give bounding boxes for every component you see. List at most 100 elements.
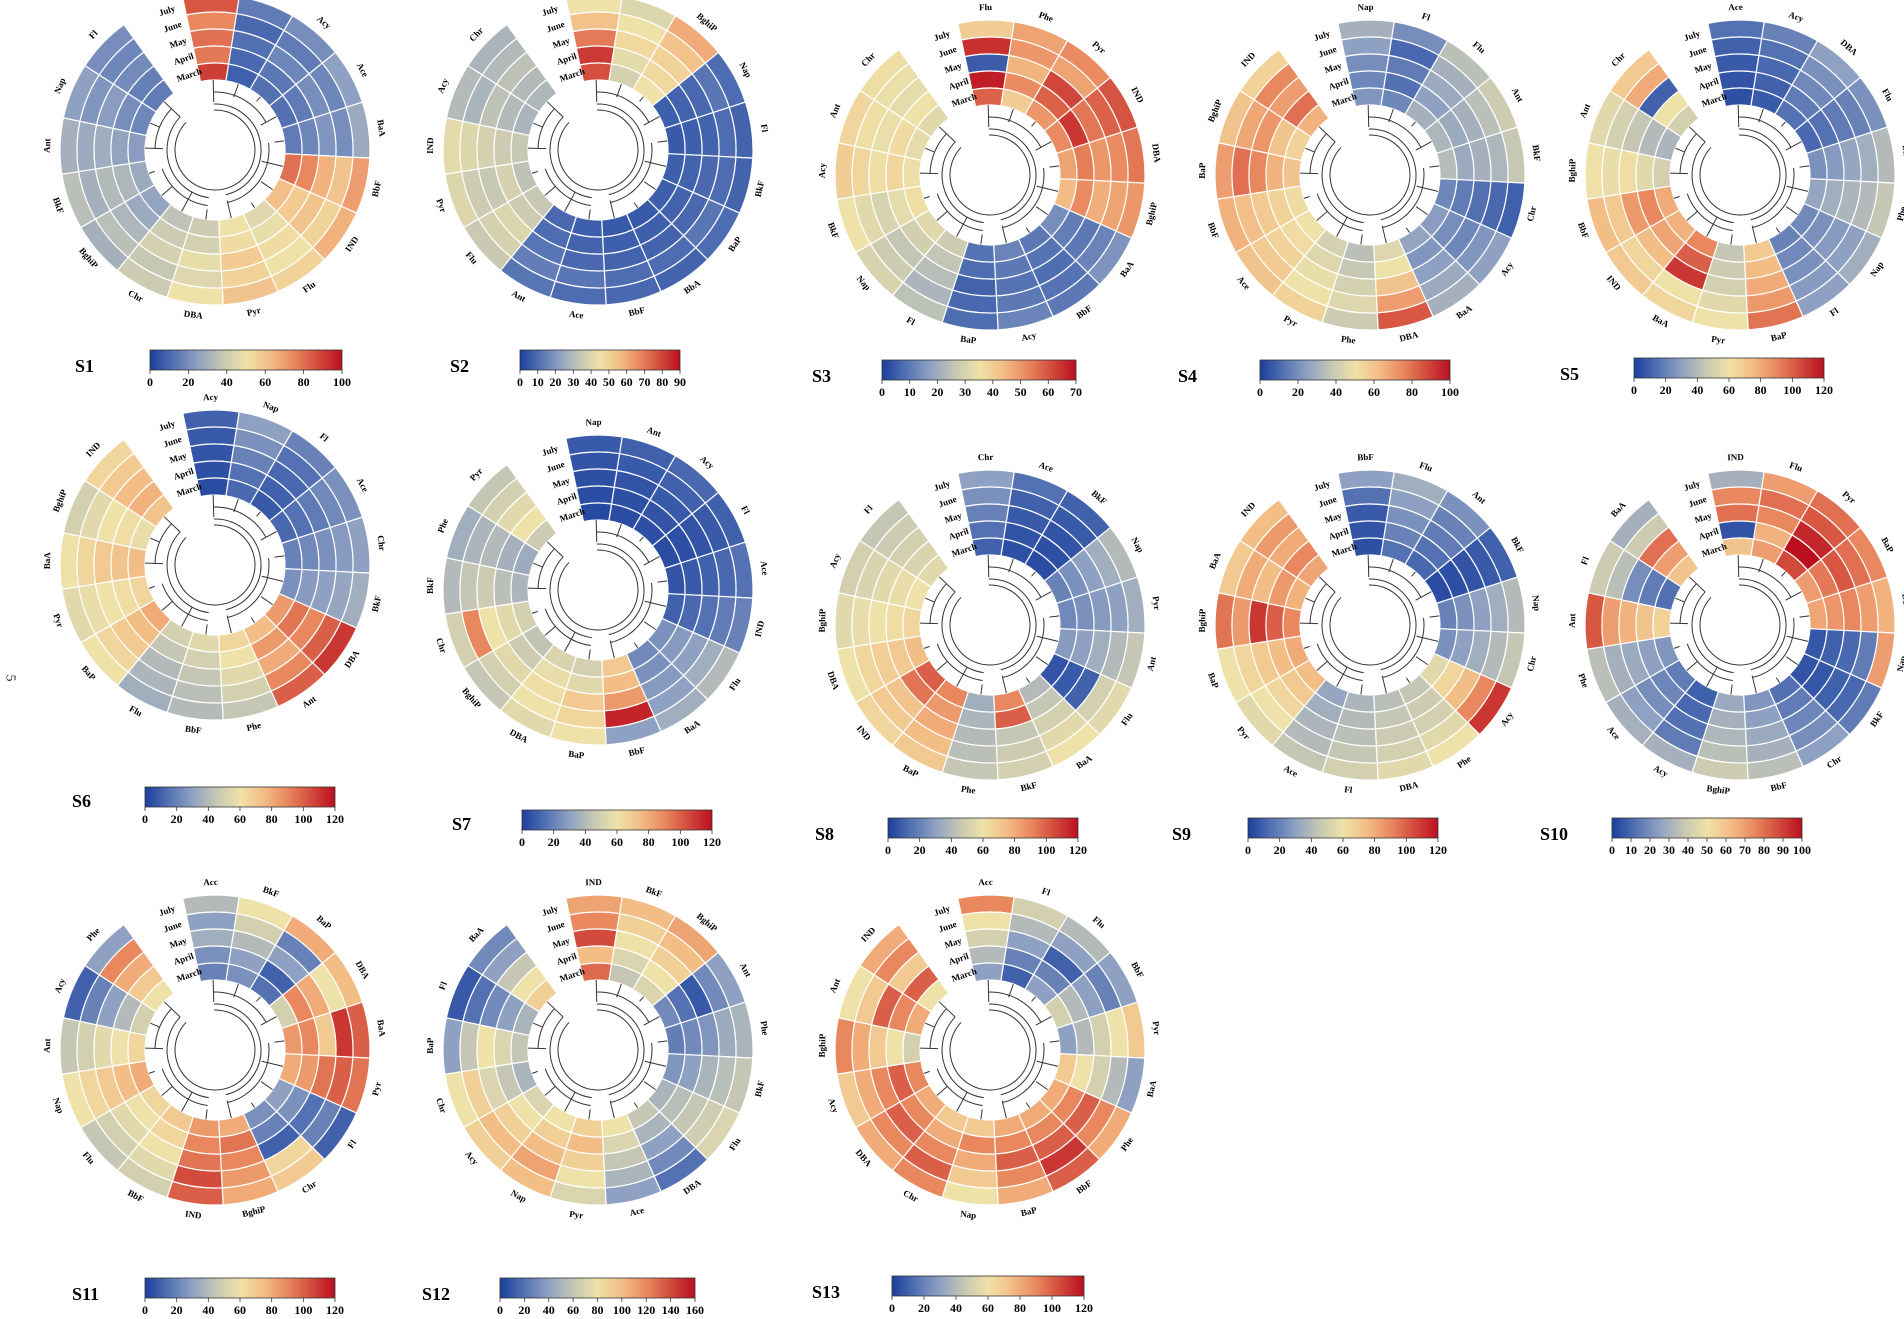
panel-s9: BbF Flu Ant BkF Nap Chr Acy Phe DBA Fl Ace Pyr BaP Bg… (1172, 452, 1543, 857)
compound-label: BaA (1118, 259, 1136, 279)
month-label: July (1683, 28, 1702, 43)
dendrogram-arc (537, 108, 555, 149)
dendrogram-arc (549, 116, 592, 199)
dendrogram-branch (1785, 206, 1798, 216)
heatmap-cell (510, 571, 531, 605)
dendrogram-branch (161, 185, 173, 196)
panel-s13: Acc Fl Flu BbF Pyr BaA Phe BbF BaP Nap Chr DBA Acy Bg… (812, 877, 1162, 1315)
heatmap-cell (916, 553, 950, 588)
compound-label: Ant (42, 1038, 52, 1053)
colorbar-tick-label: 20 (518, 1303, 530, 1317)
dendrogram (1300, 555, 1440, 695)
dendrogram-arc (949, 584, 1031, 666)
dendrogram-branch (1049, 165, 1060, 168)
heatmap-cell (192, 945, 232, 966)
dendrogram-branch (260, 1081, 273, 1091)
colorbar-tick-label: 40 (202, 812, 214, 826)
month-label: March (558, 66, 586, 84)
compound-label: Chr (1609, 50, 1627, 68)
dendrogram-arc (1686, 643, 1733, 682)
colorbar-tick-label: 20 (171, 812, 183, 826)
compound-label: DBA (508, 727, 530, 745)
colorbar-tick-label: 20 (548, 835, 560, 849)
colorbar (519, 349, 681, 371)
dendrogram-branch (923, 1070, 930, 1074)
dendrogram-branch (936, 210, 948, 221)
month-label: July (541, 3, 560, 18)
dendrogram-arc (1309, 133, 1327, 174)
dendrogram-branch (595, 80, 598, 103)
dendrogram-branch (1411, 121, 1416, 127)
compound-label: BbA (682, 277, 703, 295)
compound-label: Fl (1579, 555, 1591, 567)
colorbar-tick-label: 80 (1014, 1301, 1026, 1315)
compound-label: Acy (817, 162, 827, 178)
dendrogram (528, 80, 668, 220)
dendrogram-arc (949, 1009, 1031, 1091)
site-label: S9 (1172, 824, 1191, 844)
compound-label: Ant (1510, 86, 1526, 104)
month-label: June (1687, 44, 1708, 59)
colorbar-tick-label: 160 (686, 1303, 704, 1317)
colorbar-tick-label: 40 (202, 1303, 214, 1317)
colorbar-tick-label: 100 (1037, 843, 1055, 857)
dendrogram-arc (1679, 133, 1697, 174)
dendrogram-branch (150, 122, 160, 128)
dendrogram-branch (657, 1040, 668, 1043)
dendrogram-branch (531, 170, 538, 174)
dendrogram-branch (1360, 234, 1363, 245)
dendrogram (145, 495, 285, 635)
dendrogram-branch (1730, 684, 1733, 695)
colorbar-tick-label: 20 (1292, 385, 1304, 399)
heatmap-cell (476, 1024, 497, 1070)
dendrogram-branch (588, 649, 591, 660)
heatmap-cell (1635, 152, 1656, 192)
compound-label: Flu (128, 703, 144, 718)
compound-label: BaP (960, 334, 978, 346)
dendrogram-arc (610, 142, 653, 203)
compound-label: BkF (262, 884, 281, 899)
compound-label: Nap (52, 76, 67, 95)
dendrogram-branch (956, 1091, 968, 1112)
dendrogram-arc (949, 134, 1031, 216)
compound-label: BbF (1074, 303, 1094, 321)
compound-label: BkF (425, 577, 435, 594)
compound-label: Nap (51, 1096, 66, 1114)
compound-label: BaP (425, 1037, 435, 1054)
compound-label: Nap (1868, 260, 1885, 279)
compound-label: Chr (978, 452, 994, 462)
compound-label: Acc (203, 877, 218, 887)
compound-label: BbF (184, 724, 202, 736)
colorbar-tick-label: 40 (1682, 843, 1694, 857)
month-label: April (172, 466, 195, 482)
heatmap-cell (902, 156, 923, 190)
dendrogram-arc (549, 1016, 592, 1099)
dendrogram-arc (161, 1068, 208, 1107)
colorbar-tick-label: 80 (298, 375, 310, 389)
compound-label: BaP (1879, 535, 1896, 554)
month-label: July (933, 903, 952, 918)
panel-s7: NapAntAcyFlAceINDFluBaABbFBaPDBABghiPChr… (425, 417, 770, 849)
compound-label: Phe (1576, 672, 1590, 689)
site-label: S3 (812, 366, 831, 386)
dendrogram-arc (544, 608, 591, 647)
dendrogram-branch (1785, 591, 1802, 601)
colorbar (499, 1277, 696, 1299)
dendrogram (528, 980, 668, 1120)
dendrogram-branch (1036, 185, 1059, 192)
compound-label: Flu (464, 250, 480, 266)
compound-label: Flu (979, 2, 992, 12)
dendrogram-arc (596, 991, 650, 1023)
colorbar-tick-label: 120 (1075, 1301, 1093, 1315)
colorbar (887, 817, 1079, 839)
heatmap-cell (1055, 597, 1078, 631)
panel-s4: Nap Fl Flu Ant BkF Chr Acy BaA DBA Phe Pyr Ace BbF Ba… (1178, 2, 1543, 399)
dendrogram-branch (1405, 677, 1411, 683)
colorbar (1247, 817, 1439, 839)
heatmap-cell (127, 1031, 148, 1065)
dendrogram (1300, 105, 1440, 245)
site-label: S12 (422, 1284, 450, 1304)
dendrogram-branch (150, 537, 160, 543)
dendrogram-arc (1699, 584, 1781, 666)
panel-s2: PheDBABghiPNapFlBkFBaPBbABbFAceAntFluPyr… (425, 0, 770, 389)
